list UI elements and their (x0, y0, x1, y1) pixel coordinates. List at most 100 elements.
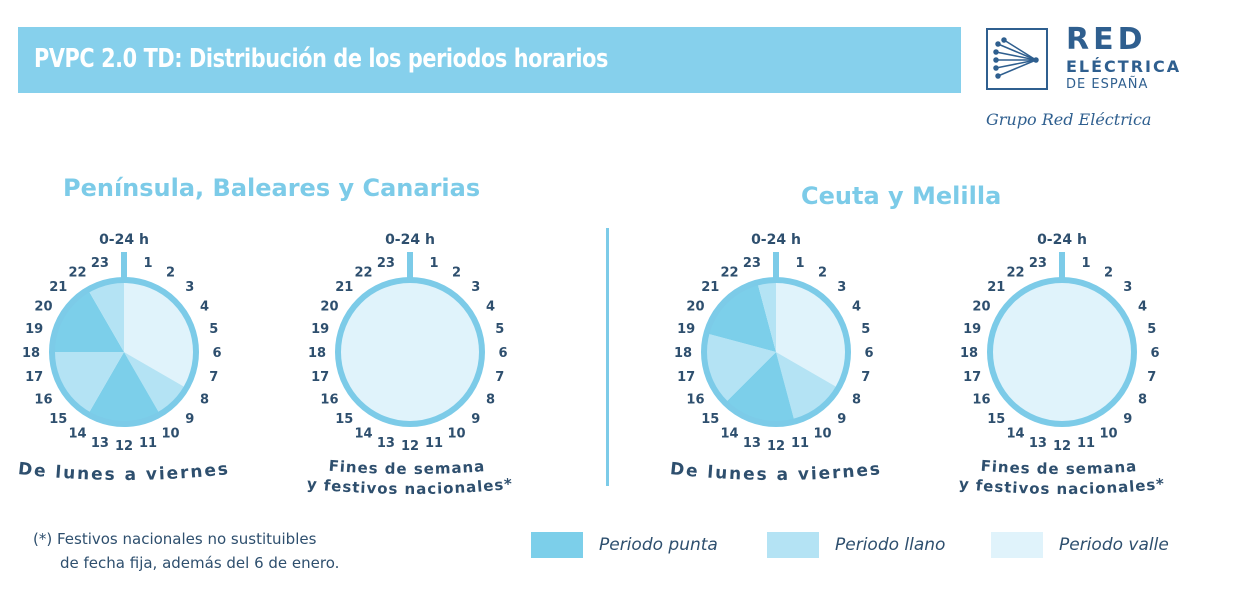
hour-label: 12 (115, 439, 133, 454)
hour-label: 15 (335, 412, 353, 427)
page-title: PVPC 2.0 TD: Distribución de los periodo… (34, 44, 608, 74)
period-segment-llano (706, 333, 776, 402)
caption-line: y festivos nacionales* (958, 475, 1165, 498)
hour-label: 17 (677, 370, 695, 385)
hour-label: 7 (861, 370, 870, 385)
hour-label: 14 (68, 427, 86, 442)
hour-label: 1 (1082, 256, 1091, 271)
hour-label: 15 (987, 412, 1005, 427)
hour-label: 5 (209, 322, 218, 337)
hour-label: 16 (320, 393, 338, 408)
legend-item-punta: Periodo punta (531, 532, 718, 558)
hour-label: 21 (987, 280, 1005, 295)
clock-top-label: 0-24 h (99, 232, 149, 248)
clock-stem (407, 252, 413, 280)
hour-label: 14 (720, 427, 738, 442)
hour-label: 15 (49, 412, 67, 427)
footnote-line-2: de fecha fija, además del 6 de enero. (60, 554, 340, 572)
clock-0-0: 0-24 h1234567891011121314151617181920212… (17, 232, 231, 485)
clock-caption: De lunes a viernes (669, 459, 883, 485)
hour-label: 4 (1138, 300, 1147, 315)
hour-label: 10 (447, 427, 465, 442)
clock-top-label: 0-24 h (385, 232, 435, 248)
clock-stem (121, 252, 127, 280)
hour-label: 16 (686, 393, 704, 408)
section-title-ceuta: Ceuta y Melilla (801, 182, 1002, 210)
period-segment-valle (992, 282, 1132, 422)
hour-label: 13 (743, 436, 761, 451)
hour-label: 7 (209, 370, 218, 385)
hour-label: 1 (796, 256, 805, 271)
hour-label: 19 (963, 322, 981, 337)
logo-text-red: RED (1066, 22, 1147, 57)
hour-label: 20 (686, 300, 704, 315)
title-banner (18, 27, 961, 93)
section-title-peninsula: Península, Baleares y Canarias (63, 174, 481, 202)
period-segment-valle (776, 282, 846, 387)
hour-label: 23 (377, 256, 395, 271)
hour-label: 2 (1104, 265, 1113, 280)
hour-label: 13 (377, 436, 395, 451)
legend-label: Periodo punta (599, 535, 718, 555)
legend-swatch-llano (767, 532, 819, 558)
hour-label: 9 (1123, 412, 1132, 427)
hour-label: 22 (354, 265, 372, 280)
clock-caption: Fines de semana y festivos nacionales* (958, 457, 1166, 498)
legend-swatch-punta (531, 532, 583, 558)
hour-label: 10 (813, 427, 831, 442)
hour-label: 13 (1029, 436, 1047, 451)
footnote: (*) Festivos nacionales no sustituibles … (33, 527, 339, 575)
hour-label: 9 (837, 412, 846, 427)
hour-label: 3 (837, 280, 846, 295)
red-electrica-logo: RED ELÉCTRICA DE ESPAÑA Grupo Red Eléctr… (984, 22, 1234, 136)
hour-label: 23 (1029, 256, 1047, 271)
hour-label: 21 (335, 280, 353, 295)
hour-label: 7 (495, 370, 504, 385)
caption-line: y festivos nacionales* (306, 475, 513, 498)
hour-label: 5 (495, 322, 504, 337)
hour-label: 16 (972, 393, 990, 408)
logo-text-electrica: ELÉCTRICA (1066, 57, 1182, 76)
hour-label: 2 (166, 265, 175, 280)
clock-caption: De lunes a viernes (17, 459, 231, 485)
hour-label: 15 (701, 412, 719, 427)
hour-label: 12 (1053, 439, 1071, 454)
hour-label: 16 (34, 393, 52, 408)
hour-label: 21 (701, 280, 719, 295)
hour-label: 11 (791, 436, 809, 451)
hour-label: 21 (49, 280, 67, 295)
hour-label: 23 (743, 256, 761, 271)
legend-swatch-valle (991, 532, 1043, 558)
hour-label: 10 (161, 427, 179, 442)
hour-label: 22 (720, 265, 738, 280)
clock-stem (773, 252, 779, 280)
hour-label: 8 (486, 393, 495, 408)
hour-label: 19 (25, 322, 43, 337)
caption-line: De lunes a viernes (17, 459, 229, 485)
hour-label: 5 (861, 322, 870, 337)
hour-label: 2 (452, 265, 461, 280)
hour-label: 10 (1099, 427, 1117, 442)
hour-label: 3 (471, 280, 480, 295)
hour-label: 5 (1147, 322, 1156, 337)
clock-top-label: 0-24 h (1037, 232, 1087, 248)
hour-label: 6 (212, 346, 221, 361)
period-segment-punta (726, 352, 795, 422)
period-segment-valle (124, 282, 194, 387)
hour-label: 18 (960, 346, 978, 361)
hour-label: 9 (185, 412, 194, 427)
clock-0-1: 0-24 h1234567891011121314151617181920212… (306, 232, 513, 498)
hour-label: 3 (185, 280, 194, 295)
hour-label: 20 (34, 300, 52, 315)
hour-label: 6 (1150, 346, 1159, 361)
period-segment-punta (708, 284, 776, 352)
logo-text-espana: DE ESPAÑA (1066, 77, 1149, 92)
hour-label: 1 (144, 256, 153, 271)
hour-label: 17 (25, 370, 43, 385)
hour-label: 22 (1006, 265, 1024, 280)
hour-label: 17 (963, 370, 981, 385)
clock-stem (1059, 252, 1065, 280)
hour-label: 18 (22, 346, 40, 361)
